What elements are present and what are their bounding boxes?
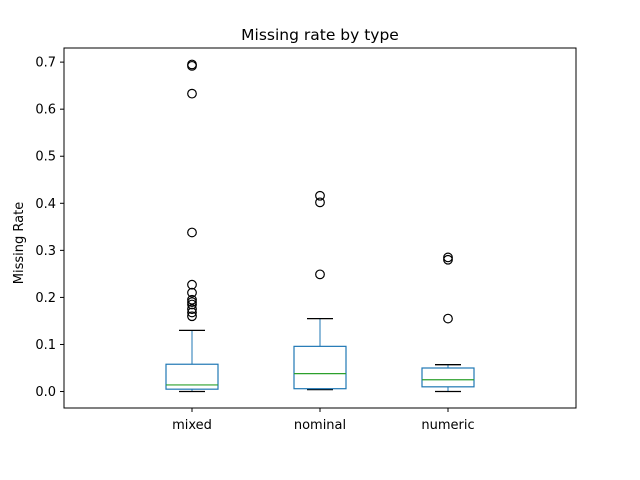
- y-tick-label: 0.7: [35, 56, 56, 71]
- outlier-point: [443, 313, 453, 324]
- outlier-point: [315, 190, 325, 201]
- outlier-point: [187, 307, 197, 318]
- axes-frame: [63, 47, 577, 409]
- box-nominal: [293, 345, 347, 390]
- outlier-point: [187, 60, 197, 71]
- outlier-point: [315, 269, 325, 280]
- outlier-point: [443, 252, 453, 263]
- box-numeric: [421, 367, 475, 388]
- y-tick-label: 0.3: [35, 244, 56, 259]
- outlier-point: [187, 299, 197, 310]
- y-axis-title: Missing Rate: [12, 202, 27, 284]
- outlier-point: [187, 279, 197, 290]
- outlier-point: [187, 227, 197, 238]
- y-tick-label: 0.6: [35, 103, 56, 118]
- outlier-point: [187, 304, 197, 315]
- y-tick-label: 0.0: [35, 385, 56, 400]
- outlier-point: [443, 254, 453, 265]
- x-tick-label: nominal: [294, 418, 346, 433]
- x-tick-label: mixed: [172, 418, 212, 433]
- box-mixed: [165, 363, 219, 390]
- outlier-point: [187, 287, 197, 298]
- plot-area: mixed nominal numeric 0.0 0.1 0.2 0.3 0.4 0.5 0.6…: [35, 47, 577, 433]
- chart-title: Missing rate by type: [241, 26, 399, 44]
- outlier-point: [187, 88, 197, 99]
- y-tick-label: 0.1: [35, 338, 56, 353]
- x-tick-label: numeric: [421, 418, 474, 433]
- outlier-point: [187, 294, 197, 305]
- outlier-point: [315, 197, 325, 208]
- y-tick-label: 0.2: [35, 291, 56, 306]
- outlier-point: [187, 311, 197, 322]
- y-tick-label: 0.4: [35, 197, 56, 212]
- y-tick-label: 0.5: [35, 150, 56, 165]
- outlier-point: [187, 297, 197, 308]
